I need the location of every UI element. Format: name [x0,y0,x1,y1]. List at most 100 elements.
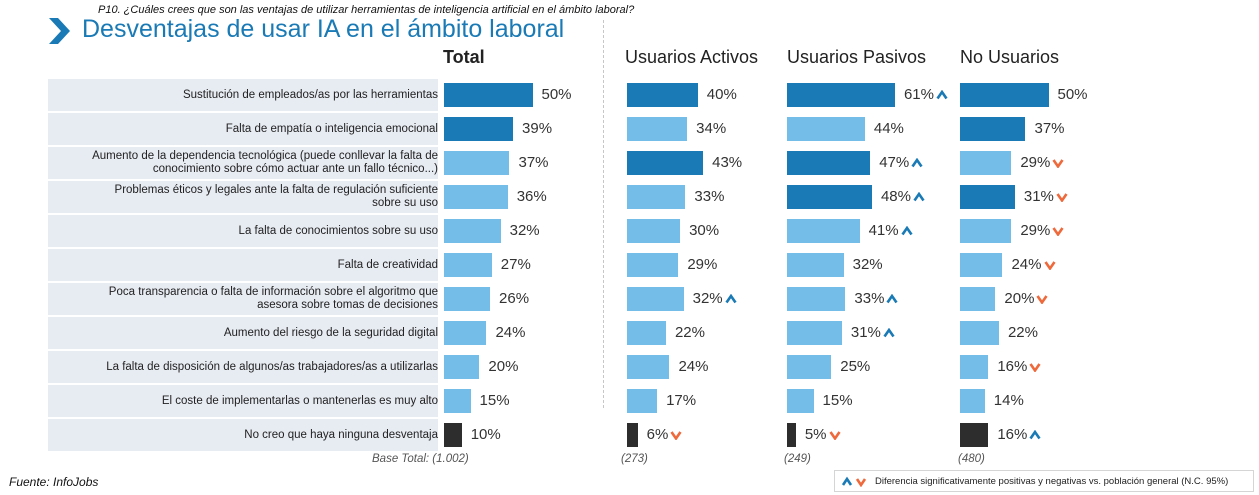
series-base: (249) [784,453,811,465]
bar [960,185,1015,209]
significant-down-icon [1052,159,1064,169]
value-label: 29% [1020,151,1064,175]
value-label: 44% [874,117,904,141]
value-label: 33% [854,287,899,311]
value-text: 29% [687,256,718,273]
value-text: 44% [873,120,904,137]
value-text: 15% [822,392,853,409]
bar [787,321,842,345]
category-label-line: Aumento del riesgo de la seguridad digit… [223,326,438,339]
bar [444,423,462,447]
value-text: 36% [516,188,547,205]
row-background [48,79,438,111]
bar [960,83,1049,107]
category-label: Aumento de la dependencia tecnológica (p… [48,147,438,179]
value-label: 16% [997,355,1041,379]
bar [960,423,989,447]
value-text: 41% [868,222,899,239]
value-text: 31% [850,324,881,341]
value-label: 31% [1024,185,1068,209]
value-label: 22% [1008,321,1038,345]
value-label: 31% [851,321,895,345]
bar [787,423,796,447]
value-text: 30% [689,222,720,239]
value-text: 24% [495,324,526,341]
series-header: Usuarios Pasivos [787,47,927,67]
value-text: 33% [694,188,725,205]
row-background [48,351,438,383]
value-text: 27% [500,256,531,273]
value-label: 37% [1034,117,1064,141]
legend-text: Diferencia significativamente positivas … [875,475,1229,487]
significant-down-icon [1029,363,1041,373]
value-text: 29% [1020,154,1051,171]
value-text: 15% [479,392,510,409]
series-header: Total [443,47,485,67]
significant-down-icon [1043,261,1056,271]
bar [960,151,1012,175]
series-header: Usuarios Activos [625,47,759,67]
significance-legend: Diferencia significativamente positivas … [834,470,1254,492]
bar [960,321,999,345]
value-label: 37% [518,151,548,175]
bar [627,117,688,141]
category-label-text: Problemas éticos y legales ante la falta… [115,184,438,210]
value-label: 24% [495,321,525,345]
value-text: 47% [879,154,910,171]
bar [960,219,1012,243]
category-label-line: sobre su uso [372,197,438,209]
value-text: 32% [509,222,540,239]
significant-up-icon [936,90,948,100]
value-label: 29% [687,253,717,277]
bar [627,219,681,243]
bar [627,423,638,447]
value-label: 27% [501,253,531,277]
value-text: 16% [997,426,1028,443]
significant-up-icon [901,226,913,236]
value-label: 24% [1011,253,1056,277]
category-label-line: La falta de conocimientos sobre su uso [238,224,438,237]
value-text: 22% [1007,324,1038,341]
significant-down-icon [1052,227,1064,237]
value-text: 29% [1020,222,1051,239]
value-text: 24% [1011,256,1042,273]
category-label-text: Falta de empatía o inteligencia emociona… [226,123,438,136]
value-label: 32% [853,253,883,277]
value-text: 25% [840,358,871,375]
bar [444,355,480,379]
series-base: (480) [958,453,985,465]
value-label: 20% [488,355,518,379]
row-background [48,147,438,179]
value-label: 50% [1058,83,1088,107]
row-background [48,385,438,417]
significant-up-icon [911,158,923,168]
row-background [48,317,438,349]
category-label: Sustitución de empleados/as por las herr… [48,79,438,111]
value-label: 6% [647,423,683,447]
bar [787,253,844,277]
value-text: 40% [706,86,737,103]
bar [444,287,491,311]
category-label: Problemas éticos y legales ante la falta… [48,181,438,213]
value-text: 24% [678,358,709,375]
bar [444,321,487,345]
category-label-line: No creo que haya ninguna desventaja [244,428,438,441]
category-label-text: No creo que haya ninguna desventaja [244,429,438,442]
value-label: 26% [499,287,529,311]
bar [444,389,471,413]
category-label-line: El coste de implementarlas o mantenerlas… [161,394,438,407]
category-label: Falta de empatía o inteligencia emociona… [48,113,438,145]
value-text: 48% [880,188,911,205]
value-text: 10% [470,426,501,443]
value-label: 39% [522,117,552,141]
value-label: 29% [1020,219,1064,243]
bar [627,185,686,209]
bar [627,151,704,175]
bar [444,117,514,141]
category-label-text: Aumento del riesgo de la seguridad digit… [224,327,438,340]
category-label-text: Sustitución de empleados/as por las herr… [183,89,438,102]
bar [787,355,832,379]
question-text: P10. ¿Cuáles crees que son las ventajas … [98,4,635,16]
value-label: 47% [879,151,923,175]
bar [627,321,666,345]
